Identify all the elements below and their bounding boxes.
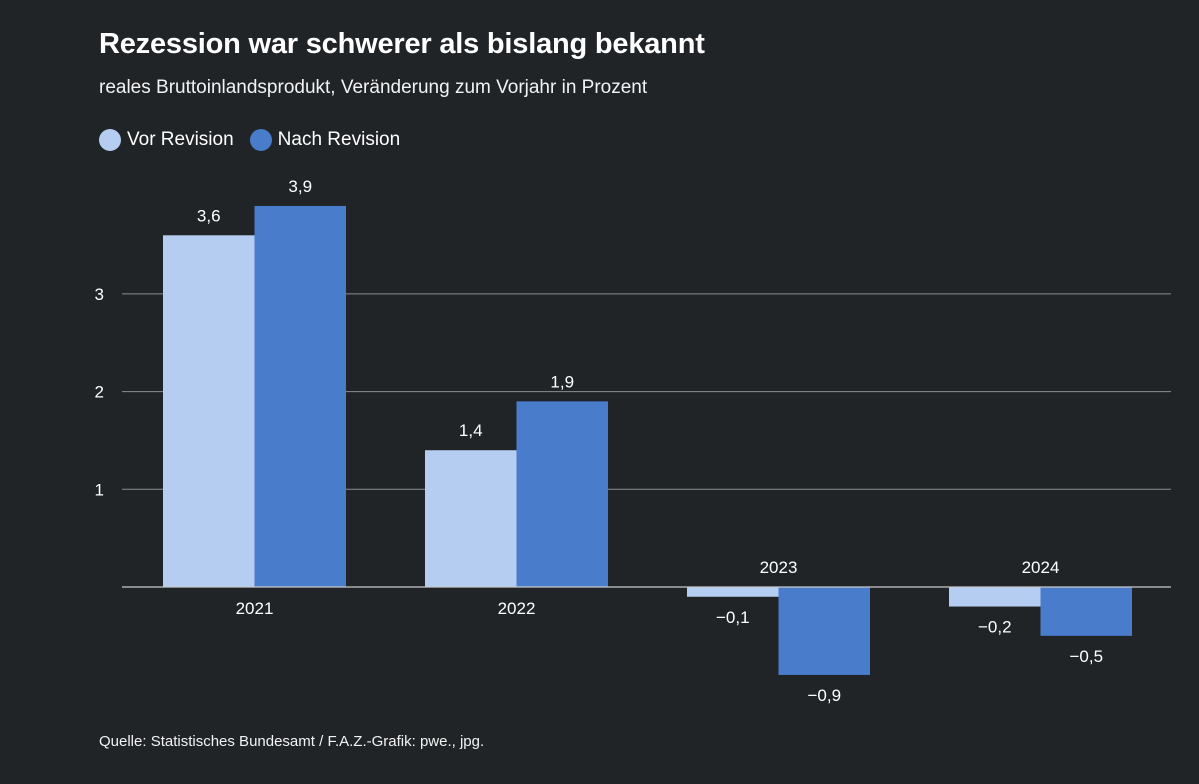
data-label-2022-vor: 1,4 bbox=[459, 421, 483, 440]
y-tick-label-1: 1 bbox=[95, 480, 104, 499]
category-label-2024: 2024 bbox=[1022, 558, 1060, 577]
data-label-2021-vor: 3,6 bbox=[197, 206, 221, 225]
data-label-2023-vor: −0,1 bbox=[716, 608, 750, 627]
legend-label-nach-revision: Nach Revision bbox=[277, 129, 401, 150]
legend-swatch-vor-revision bbox=[99, 129, 121, 151]
category-label-2022: 2022 bbox=[498, 599, 536, 618]
bar-2023-nach bbox=[778, 587, 870, 675]
data-label-2021-nach: 3,9 bbox=[288, 177, 312, 196]
data-label-2024-vor: −0,2 bbox=[978, 618, 1012, 637]
data-label-2023-nach: −0,9 bbox=[807, 686, 841, 705]
legend-swatch-nach-revision bbox=[249, 129, 272, 151]
bar-2022-vor bbox=[425, 450, 517, 587]
legend-label-vor-revision: Vor Revision bbox=[127, 129, 234, 150]
chart-title: Rezession war schwerer als bislang bekan… bbox=[99, 28, 705, 60]
category-label-2021: 2021 bbox=[236, 599, 274, 618]
data-label-2024-nach: −0,5 bbox=[1069, 647, 1103, 666]
data-label-2022-nach: 1,9 bbox=[550, 372, 574, 391]
y-tick-label-2: 2 bbox=[95, 383, 104, 402]
legend-item-nach-revision: Nach Revision bbox=[249, 129, 401, 151]
y-tick-label-3: 3 bbox=[95, 285, 104, 304]
bar-2024-vor bbox=[949, 587, 1041, 607]
bar-2021-nach bbox=[254, 205, 346, 587]
legend: Vor Revision Nach Revision bbox=[99, 129, 400, 151]
bar-2022-nach bbox=[516, 401, 608, 587]
chart-subtitle: reales Bruttoinlandsprodukt, Veränderung… bbox=[99, 77, 648, 98]
bar-2023-vor bbox=[687, 587, 779, 597]
category-label-2023: 2023 bbox=[760, 558, 798, 577]
source-note: Quelle: Statistisches Bundesamt / F.A.Z.… bbox=[99, 733, 485, 750]
legend-item-vor-revision: Vor Revision bbox=[99, 129, 234, 151]
bar-2021-vor bbox=[163, 235, 255, 587]
bar-2024-nach bbox=[1040, 587, 1132, 636]
